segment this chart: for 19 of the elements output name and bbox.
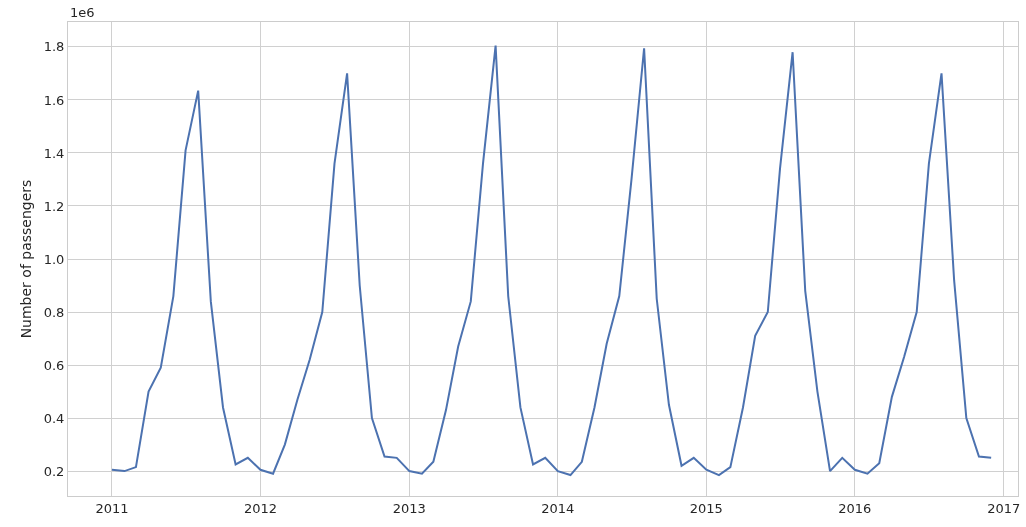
y-tick-label: 0.8 (43, 304, 65, 320)
x-tick-label: 2016 (838, 500, 872, 516)
x-tick-label: 2014 (541, 500, 575, 516)
x-tick-label: 2013 (392, 500, 426, 516)
line-series (110, 44, 993, 477)
y-tick-label: 0.4 (43, 410, 65, 426)
x-tick-label: 2017 (987, 500, 1021, 516)
y-tick-label: 1.4 (43, 145, 65, 161)
y-tick-label: 1.6 (43, 92, 65, 108)
x-tick-label: 2011 (95, 500, 129, 516)
x-tick-label: 2015 (689, 500, 723, 516)
y-tick-label: 1.8 (43, 39, 65, 55)
y-tick-label: 0.2 (43, 463, 65, 479)
x-tick-label: 2012 (243, 500, 277, 516)
text: 1e6 (70, 5, 95, 20)
y-axis-title: Number of passengers (18, 179, 35, 339)
y-tick-label: 1.2 (43, 198, 65, 214)
y-tick-label: 1.0 (43, 251, 65, 267)
y-tick-label: 0.6 (43, 357, 65, 373)
